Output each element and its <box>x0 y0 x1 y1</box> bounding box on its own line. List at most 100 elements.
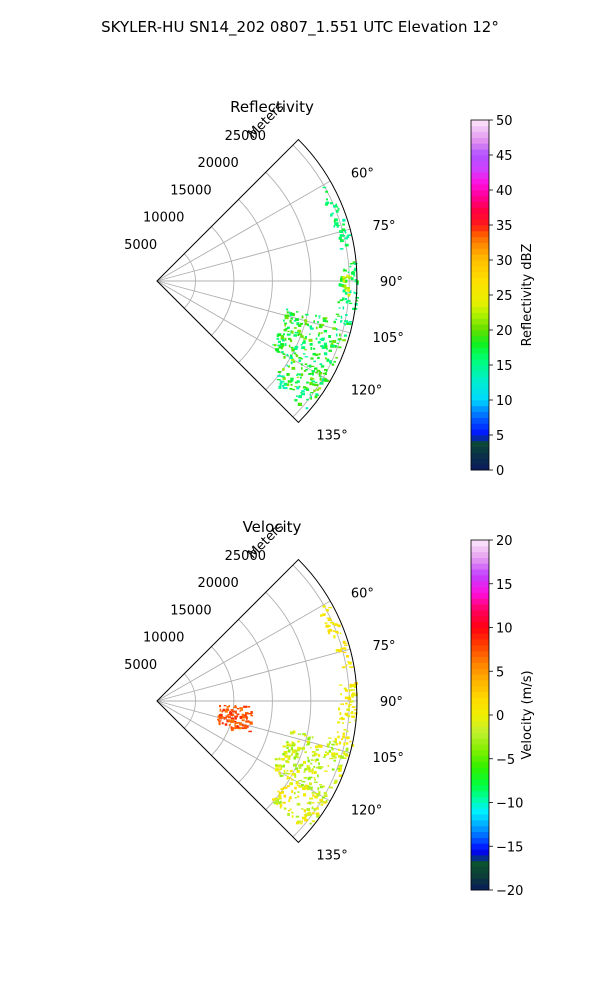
reflectivity-polar-axes: 60° 75° 90° 105° 120° 135° 5000 10000 15000 20000… <box>124 100 404 444</box>
velocity-echo-gate <box>220 716 224 719</box>
velocity-echo-gate <box>348 721 351 723</box>
reflectivity-echo-gate <box>284 314 286 318</box>
velocity-colorbar-segment <box>471 575 489 582</box>
reflectivity-echo-gate <box>347 288 351 292</box>
reflectivity-echo-gate <box>296 395 298 397</box>
velocity-colorbar-tick-label: −5 <box>496 753 515 768</box>
velocity-echo-gate <box>344 712 348 716</box>
reflectivity-echo-gate <box>349 302 353 305</box>
reflectivity-echo-gate <box>342 218 346 222</box>
velocity-echo-gate <box>312 794 315 797</box>
reflectivity-echo-gate <box>283 328 287 332</box>
reflectivity-echo-gate <box>315 393 318 397</box>
velocity-echo-gate <box>290 747 293 751</box>
reflectivity-echo-gate <box>304 349 307 351</box>
velocity-echo-gate <box>323 801 327 804</box>
velocity-echo-gate <box>278 768 281 771</box>
velocity-colorbar-segment <box>471 697 489 704</box>
reflectivity-angle-label: 60° <box>351 167 374 182</box>
reflectivity-colorbar-segment <box>471 353 489 360</box>
velocity-echo-gate <box>331 743 335 746</box>
reflectivity-echo-gate <box>344 286 347 290</box>
reflectivity-echo-gate <box>335 357 338 359</box>
velocity-echo-gate <box>241 719 245 722</box>
velocity-echo-gate <box>311 802 315 804</box>
velocity-echo-gate <box>320 766 324 768</box>
velocity-echo-gate <box>304 815 307 818</box>
velocity-echo-gate <box>301 820 304 823</box>
velocity-echo-gate <box>352 684 355 687</box>
velocity-echo-gate <box>335 743 339 746</box>
reflectivity-echo-gate <box>283 382 288 386</box>
velocity-echo-gate <box>351 694 354 698</box>
reflectivity-echo-gate <box>338 307 341 309</box>
velocity-echo-gate <box>304 735 308 737</box>
velocity-echo-gate <box>349 740 352 743</box>
reflectivity-echo-gate <box>310 346 313 350</box>
velocity-echo-gate <box>322 756 326 758</box>
reflectivity-echo-gate <box>296 380 300 383</box>
reflectivity-echo-gate <box>282 353 286 355</box>
reflectivity-echo-gate <box>279 382 282 386</box>
reflectivity-echo-gate <box>310 365 315 367</box>
velocity-echo-gate <box>322 605 326 608</box>
velocity-echo-gate <box>343 647 347 650</box>
reflectivity-echo-gate <box>288 311 291 314</box>
reflectivity-echo-gate <box>288 373 290 376</box>
velocity-echo-gate <box>341 722 344 724</box>
velocity-colorbar-segment <box>471 598 489 605</box>
velocity-echo-gate <box>344 696 349 700</box>
reflectivity-echo-gate <box>290 346 294 349</box>
velocity-echo-gate <box>328 624 331 627</box>
velocity-colorbar-tick-label: 0 <box>496 709 504 724</box>
reflectivity-echo-gate <box>344 323 346 326</box>
reflectivity-echo-gate <box>300 358 303 360</box>
reflectivity-echo-gate <box>317 334 320 337</box>
reflectivity-echo-gate <box>294 381 299 384</box>
velocity-echo-gate <box>313 808 317 811</box>
velocity-echo-gate <box>311 751 316 753</box>
reflectivity-echo-gate <box>326 348 328 350</box>
velocity-colorbar-tick-label: −15 <box>496 840 523 855</box>
velocity-echo-gate <box>327 629 330 633</box>
velocity-echo-gate <box>291 773 296 776</box>
reflectivity-echo-gate <box>310 397 312 400</box>
velocity-echo-gate <box>292 742 296 745</box>
velocity-echo-gate <box>247 705 251 708</box>
velocity-echo-gate <box>308 742 311 745</box>
reflectivity-echo-gate <box>280 380 283 384</box>
reflectivity-echo-gate <box>324 357 327 360</box>
reflectivity-echo-gate <box>344 229 346 233</box>
reflectivity-echo-gate <box>331 344 336 347</box>
velocity-echo-gate <box>303 776 307 779</box>
velocity-echo-gate <box>328 628 333 632</box>
reflectivity-echo-gate <box>286 333 291 336</box>
velocity-echo-gate <box>339 712 342 716</box>
reflectivity-echo-gate <box>344 237 348 240</box>
velocity-echo-gate <box>313 770 317 774</box>
velocity-echo-gate <box>329 757 333 760</box>
reflectivity-echo-gate <box>328 335 331 338</box>
velocity-echo-gate <box>350 712 354 715</box>
reflectivity-echo-gate <box>343 276 348 279</box>
reflectivity-echo-gate <box>295 318 299 321</box>
reflectivity-echo-gate <box>287 384 290 387</box>
velocity-echo-gate <box>309 782 312 786</box>
velocity-echo-gate <box>337 624 341 628</box>
velocity-echo-gate <box>249 721 253 725</box>
reflectivity-echo-gate <box>276 379 281 381</box>
reflectivity-echo-gate <box>314 353 319 356</box>
reflectivity-echo-gate <box>320 365 325 368</box>
reflectivity-echo-gate <box>298 324 302 327</box>
reflectivity-echo-gate <box>342 235 346 237</box>
reflectivity-echo-gate <box>314 381 318 383</box>
velocity-colorbar-segment <box>471 615 489 623</box>
reflectivity-colorbar-segment <box>471 295 489 302</box>
reflectivity-colorbar-segment <box>471 131 489 138</box>
velocity-echo-gate <box>275 765 279 768</box>
velocity-echo-gate <box>298 785 303 788</box>
reflectivity-echo-gate <box>291 312 295 315</box>
reflectivity-echo-gate <box>293 327 297 329</box>
velocity-echo-gate <box>318 745 323 748</box>
velocity-echo-gate <box>333 757 337 759</box>
